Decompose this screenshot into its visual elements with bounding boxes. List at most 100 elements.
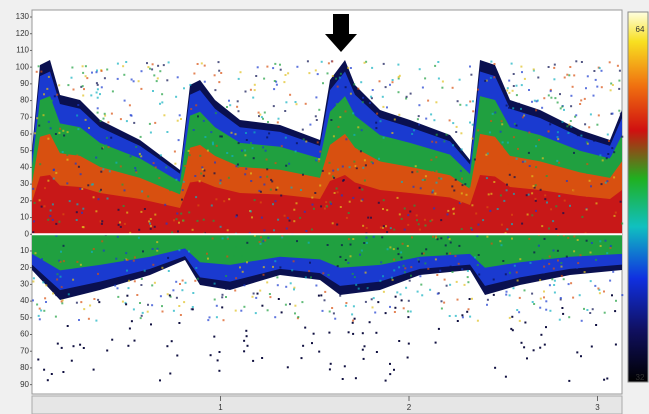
speckle	[539, 279, 541, 281]
speckle	[373, 297, 375, 299]
speckle	[204, 136, 206, 138]
speckle	[200, 173, 202, 175]
speckle	[400, 251, 402, 253]
speckle	[490, 193, 492, 195]
speckle	[345, 305, 347, 307]
speckle	[275, 200, 277, 202]
speckle	[404, 267, 406, 269]
speckle	[449, 284, 451, 286]
speckle	[471, 138, 473, 140]
speckle	[317, 73, 319, 75]
y-tick-label: 10	[20, 246, 29, 255]
speckle	[461, 192, 463, 194]
speckle	[392, 143, 394, 145]
speckle	[587, 75, 589, 77]
speckle	[586, 309, 588, 311]
speckle	[461, 178, 463, 180]
speckle	[533, 349, 535, 351]
speckle	[543, 97, 545, 99]
speckle	[449, 315, 451, 317]
speckle	[602, 159, 604, 161]
speckle	[55, 294, 57, 296]
speckle	[555, 205, 557, 207]
speckle	[365, 301, 367, 303]
speckle	[614, 310, 616, 312]
speckle	[272, 67, 274, 69]
speckle	[82, 95, 84, 97]
y-tick-label: 100	[16, 62, 30, 71]
speckle	[435, 258, 437, 260]
speckle	[106, 164, 108, 166]
speckle	[554, 97, 556, 99]
speckle	[363, 358, 365, 360]
speckle	[453, 213, 455, 215]
speckle	[422, 179, 424, 181]
speckle	[44, 205, 46, 207]
speckle	[443, 302, 445, 304]
speckle	[489, 210, 491, 212]
speckle	[590, 280, 592, 282]
speckle	[541, 107, 543, 109]
speckle	[97, 88, 99, 90]
speckle	[83, 226, 85, 228]
speckle	[85, 75, 87, 77]
speckle	[235, 246, 237, 248]
speckle	[259, 241, 261, 243]
speckle	[204, 81, 206, 83]
speckle	[260, 243, 262, 245]
speckle	[228, 100, 230, 102]
speckle	[371, 298, 373, 300]
speckle	[410, 275, 412, 277]
speckle	[470, 74, 472, 76]
speckle	[545, 309, 547, 311]
speckle	[557, 250, 559, 252]
speckle	[63, 245, 65, 247]
speckle	[58, 84, 60, 86]
y-tick-label: 70	[20, 112, 29, 121]
speckle	[587, 143, 589, 145]
speckle	[359, 187, 361, 189]
colorbar-label: 32	[636, 373, 645, 382]
speckle	[538, 139, 540, 141]
speckle	[243, 350, 245, 352]
speckle	[45, 301, 47, 303]
speckle	[600, 245, 602, 247]
speckle	[613, 151, 615, 153]
speckle	[246, 261, 248, 263]
speckle	[403, 265, 405, 267]
speckle	[128, 287, 130, 289]
speckle	[410, 93, 412, 95]
speckle	[365, 272, 367, 274]
speckle	[201, 62, 203, 64]
speckle	[47, 379, 49, 381]
speckle	[283, 81, 285, 83]
speckle	[214, 172, 216, 174]
speckle	[277, 187, 279, 189]
speckle	[512, 107, 514, 109]
speckle	[397, 248, 399, 250]
y-tick-label: 10	[20, 213, 29, 222]
speckle	[580, 355, 582, 357]
speckle	[437, 293, 439, 295]
speckle	[179, 283, 181, 285]
speckle	[176, 297, 178, 299]
speckle	[124, 223, 126, 225]
speckle	[482, 219, 484, 221]
speckle	[509, 317, 511, 319]
speckle	[255, 75, 257, 77]
speckle	[573, 74, 575, 76]
speckle	[508, 107, 510, 109]
speckle	[468, 308, 470, 310]
speckle	[291, 187, 293, 189]
speckle	[341, 244, 343, 246]
speckle	[285, 286, 287, 288]
speckle	[39, 199, 41, 201]
speckle	[131, 79, 133, 81]
speckle	[151, 68, 153, 70]
speckle	[458, 263, 460, 265]
speckle	[566, 125, 568, 127]
speckle	[351, 313, 353, 315]
speckle	[239, 266, 241, 268]
speckle	[556, 160, 558, 162]
speckle	[490, 61, 492, 63]
